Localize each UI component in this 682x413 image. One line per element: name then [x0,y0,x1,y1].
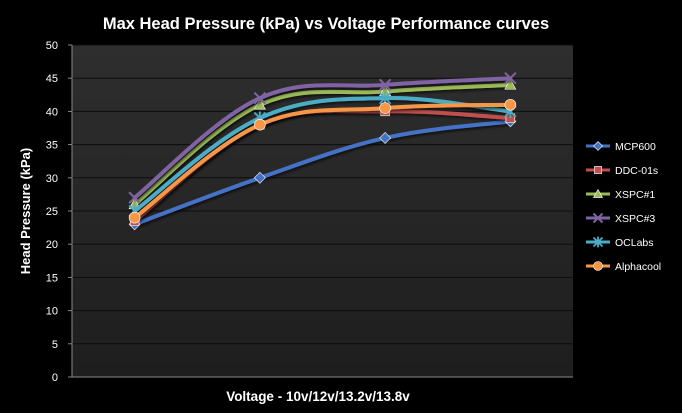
series-alphacool [128,98,517,224]
y-axis-label: Head Pressure (kPa) [18,148,33,274]
y-tick-label: 40 [46,106,58,118]
legend-item: MCP600 [586,141,656,153]
series-lines [128,71,517,231]
data-point-marker [594,166,602,174]
data-point-marker [592,188,604,198]
legend: MCP600 DDC-01s XSPC#1 XSPC#3 OCLabs Alphacool [586,141,661,273]
data-point-marker [253,98,266,110]
data-point-marker [504,98,517,111]
legend-item: XSPC#1 [586,188,655,201]
legend-label: DDC-01s [615,165,658,177]
data-point-marker [378,78,392,92]
y-tick-label: 5 [52,339,58,351]
legend-label: XSPC#3 [615,213,655,225]
data-point-marker [253,171,266,184]
data-point-marker [128,191,141,204]
data-point-marker [128,211,141,224]
series-line [132,96,513,213]
data-point-marker [379,102,391,114]
legend-item: DDC-01s [586,165,658,177]
legend-item: OCLabs [586,236,654,249]
series-line [132,76,513,200]
chart-title: Max Head Pressure (kPa) vs Voltage Perfo… [103,15,549,33]
series-xspc-3 [128,71,517,204]
x-axis-label: Voltage - 10v/12v/13.2v/13.8v [226,389,410,404]
data-point-marker [593,141,603,151]
legend-item: XSPC#3 [586,212,655,225]
y-tick-label: 25 [46,206,58,218]
legend-label: Alphacool [615,261,661,273]
data-point-marker [504,78,517,90]
y-tick-label: 20 [46,239,58,251]
y-tick-label: 45 [46,73,58,85]
y-tick-label: 50 [46,40,58,52]
y-tick-label: 35 [46,140,58,152]
series-line [132,82,513,207]
series-line [132,102,513,220]
data-point-marker [592,236,604,248]
y-axis-ticks: 0 5 10 15 20 25 30 35 40 45 50 [46,40,72,384]
data-point-marker [254,118,266,131]
data-point-marker [379,132,392,144]
series-line [132,119,513,227]
y-tick-label: 30 [46,173,58,185]
series-xspc-1 [128,78,517,210]
y-tick-label: 15 [46,272,58,284]
y-tick-label: 10 [46,306,58,318]
legend-label: XSPC#1 [615,189,655,201]
data-point-marker [592,212,604,224]
data-point-marker [253,91,267,105]
legend-label: MCP600 [615,141,656,153]
y-tick-label: 0 [52,372,58,384]
legend-item: Alphacool [586,261,661,273]
data-point-marker [593,261,603,271]
data-point-marker [504,71,517,85]
gridlines [72,44,573,345]
legend-label: OCLabs [615,237,654,249]
